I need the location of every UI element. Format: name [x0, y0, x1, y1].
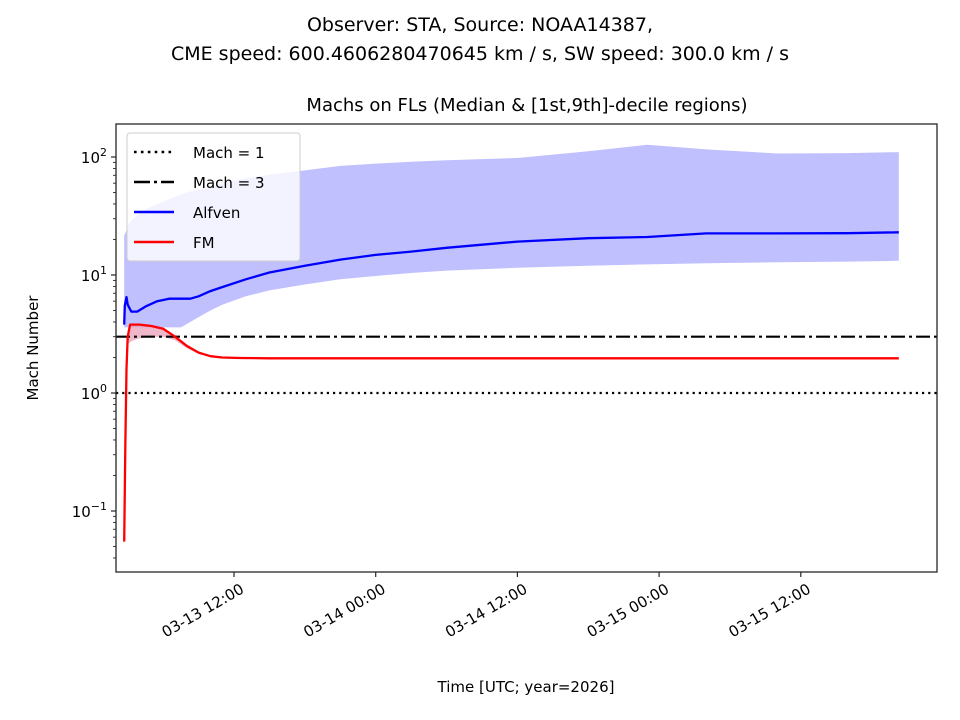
legend-label-mach3: Mach = 3	[193, 174, 265, 192]
y-tick-label: 102	[81, 146, 107, 167]
legend-label-alfven: Alfven	[193, 204, 240, 222]
x-tick-label: 03-13 12:00	[159, 580, 247, 641]
x-axis-label: Time [UTC; year=2026]	[437, 678, 615, 696]
x-axis: 03-13 12:00 03-14 00:00 03-14 12:00 03-15 0…	[159, 572, 814, 641]
y-tick-label: 10−1	[72, 500, 107, 521]
chart-title: Machs on FLs (Median & [1st,9th]-decile …	[306, 95, 747, 116]
line-fm-median	[123, 323, 899, 542]
suptitle-line-1: Observer: STA, Source: NOAA14387,	[307, 14, 653, 36]
x-tick-label: 03-15 12:00	[725, 580, 813, 641]
legend-label-fm: FM	[193, 234, 215, 252]
y-axis: 10−1 100 101 102	[72, 146, 116, 559]
band-fm	[124, 323, 899, 542]
y-tick-label: 101	[81, 264, 107, 285]
axes-frame	[115, 123, 938, 573]
band-alfven	[124, 144, 899, 328]
legend-box	[126, 132, 301, 262]
y-tick-label: 100	[81, 382, 107, 403]
legend-label-mach1: Mach = 1	[193, 144, 265, 162]
x-tick-label: 03-14 12:00	[442, 580, 530, 641]
x-tick-label: 03-14 00:00	[300, 580, 388, 641]
suptitle-line-2: CME speed: 600.4606280470645 km / s, SW …	[171, 43, 789, 65]
plot-area	[116, 144, 937, 542]
line-alfven-median	[123, 231, 899, 325]
y-axis-label: Mach Number	[24, 295, 42, 401]
x-tick-label: 03-15 00:00	[584, 580, 672, 641]
legend: Mach = 1 Mach = 3 Alfven FM	[126, 132, 301, 262]
